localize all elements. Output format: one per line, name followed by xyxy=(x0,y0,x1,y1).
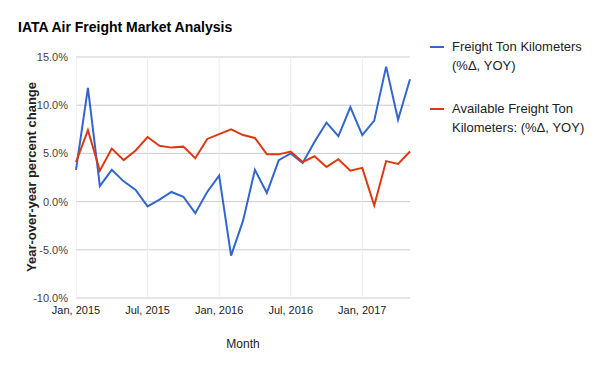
svg-text:-10.0%: -10.0% xyxy=(33,292,68,304)
html-text:Month: Month xyxy=(226,337,260,351)
svg-text:Jan, 2015: Jan, 2015 xyxy=(52,304,100,316)
html-text:IATA Air Freight Market Analys: IATA Air Freight Market Analysis xyxy=(18,19,233,35)
html-text:Freight Ton Kilometers (%Δ, YO: Freight Ton Kilometers (%Δ, YOY) xyxy=(452,39,582,73)
html-text:Year-over-year percent change: Year-over-year percent change xyxy=(23,82,39,272)
svg-text:Jul, 2016: Jul, 2016 xyxy=(268,304,313,316)
svg-text:-5.0%: -5.0% xyxy=(39,244,68,256)
html-text:Available Freight Ton Kilomete: Available Freight Ton Kilometers: (%Δ, Y… xyxy=(452,101,585,135)
svg-text:5.0%: 5.0% xyxy=(43,147,68,159)
svg-text:10.0%: 10.0% xyxy=(37,99,68,111)
svg-text:0.0%: 0.0% xyxy=(43,196,68,208)
svg-text:Jan, 2017: Jan, 2017 xyxy=(338,304,386,316)
svg-text:15.0%: 15.0% xyxy=(37,51,68,63)
svg-text:Jul, 2015: Jul, 2015 xyxy=(125,304,170,316)
svg-text:Jan, 2016: Jan, 2016 xyxy=(195,304,243,316)
